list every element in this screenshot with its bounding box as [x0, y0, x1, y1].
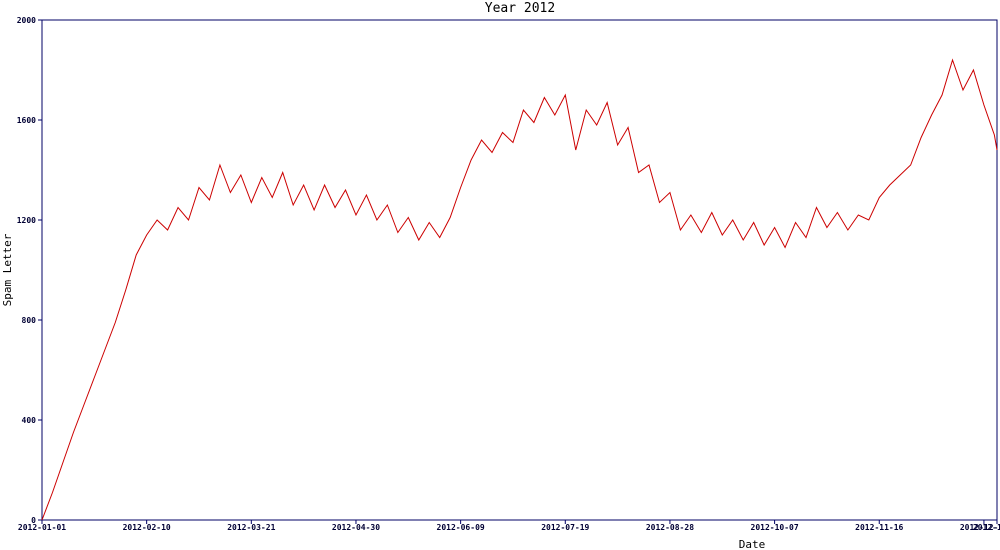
y-tick-label: 1200	[17, 216, 36, 225]
y-tick-label: 800	[22, 316, 37, 325]
x-tick-label: 2012-11-16	[855, 523, 903, 532]
y-tick-label: 0	[31, 516, 36, 525]
x-tick-label: 2012-10-07	[751, 523, 799, 532]
y-tick-label: 1600	[17, 116, 36, 125]
plot-frame	[41, 19, 998, 521]
x-tick-label: 2012-06-09	[437, 523, 485, 532]
x-tick-label: 2012-03-21	[227, 523, 275, 532]
x-tick-label: 2012-08-28	[646, 523, 694, 532]
y-tick-label: 2000	[17, 16, 36, 25]
x-tick-label: 2012-07-19	[541, 523, 589, 532]
x-tick-label: 2012-12-31	[973, 523, 1000, 532]
x-tick-label: 2012-04-30	[332, 523, 380, 532]
chart-title: Year 2012	[485, 1, 555, 16]
y-tick-label: 400	[22, 416, 37, 425]
data-line	[41, 58, 998, 521]
x-axis-label: Date	[739, 538, 766, 550]
x-tick-label: 2012-01-01	[18, 523, 66, 532]
x-tick-label: 2012-02-10	[123, 523, 171, 532]
y-axis-label: Spam Letter	[1, 233, 14, 306]
x-tick-label: 2012-12-26	[960, 523, 1000, 532]
